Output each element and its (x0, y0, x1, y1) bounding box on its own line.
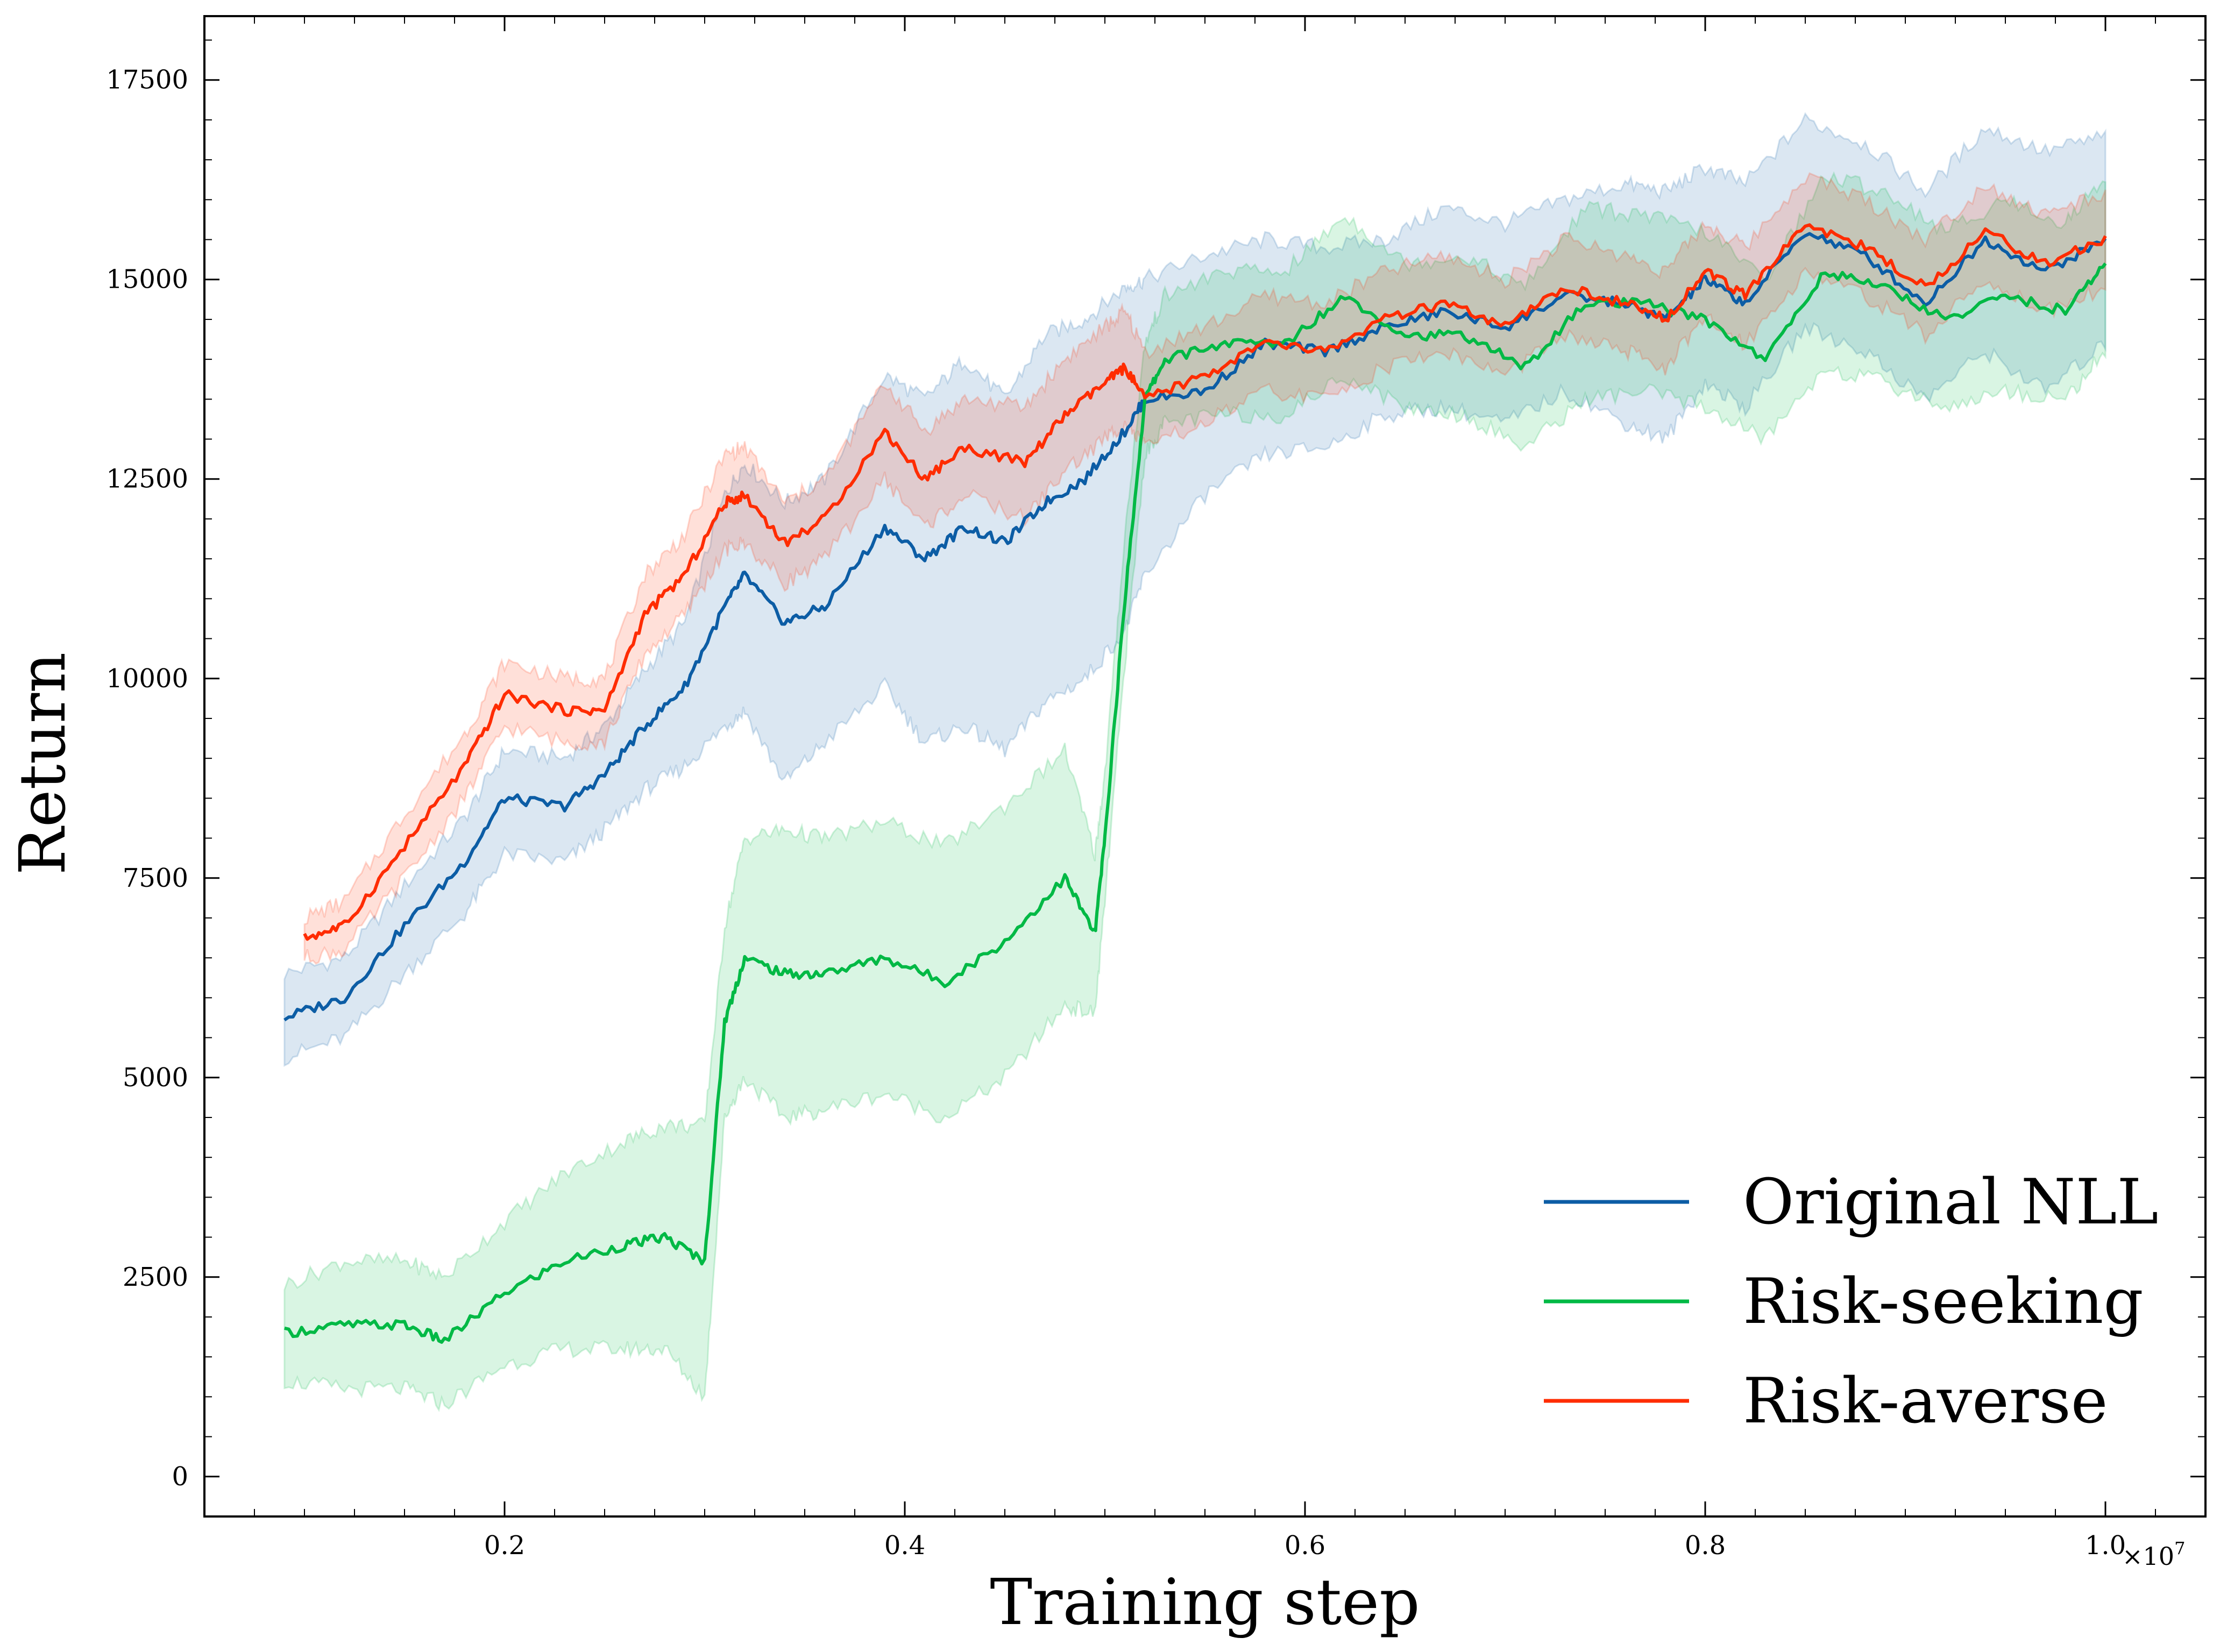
legend-label-risk-averse: Risk-averse (1743, 1365, 2108, 1437)
y-tick-label: 12500 (106, 464, 188, 494)
legend: Original NLL Risk-seeking Risk-averse (1544, 1166, 2158, 1437)
y-tick-label: 10000 (106, 664, 188, 694)
x-tick-label: 0.6 (1285, 1530, 1325, 1561)
legend-label-risk-seeking: Risk-seeking (1743, 1265, 2144, 1338)
y-tick-label: 2500 (123, 1262, 188, 1292)
x-tick-label: 0.4 (884, 1530, 925, 1561)
legend-label-original-nll: Original NLL (1743, 1166, 2158, 1238)
series-lines (283, 223, 2107, 1344)
x-multiplier-base: ×10 (2122, 1542, 2174, 1571)
line-risk-seeking (284, 262, 2107, 1344)
y-axis-label: Return (5, 652, 80, 875)
x-tick-label: 0.8 (1685, 1530, 1726, 1561)
x-multiplier: ×107 (2122, 1538, 2185, 1571)
y-tick-label: 0 (172, 1462, 188, 1492)
confidence-bands (283, 112, 2106, 1412)
y-tick-label: 15000 (106, 265, 188, 295)
y-tick-label: 7500 (123, 863, 188, 893)
x-multiplier-exponent: 7 (2174, 1538, 2185, 1558)
band-risk-seeking (283, 171, 2106, 1412)
band-risk-averse (303, 172, 2106, 965)
x-tick-label: 1.0 (2085, 1530, 2126, 1561)
line-risk-averse (303, 223, 2107, 941)
y-tick-label: 17500 (106, 65, 188, 95)
line-original-nll (283, 232, 2107, 1022)
y-tick-label: 5000 (123, 1063, 188, 1093)
plot-frame (203, 15, 2207, 1518)
axis-ticks: 0.2 0.4 0.6 0.8 1.0 0 2500 5000 7500 10000 12500 15… (106, 16, 2206, 1561)
x-tick-label: 0.2 (484, 1530, 525, 1561)
band-original-nll (283, 112, 2106, 1067)
x-axis-label: Training step (990, 1565, 1420, 1639)
